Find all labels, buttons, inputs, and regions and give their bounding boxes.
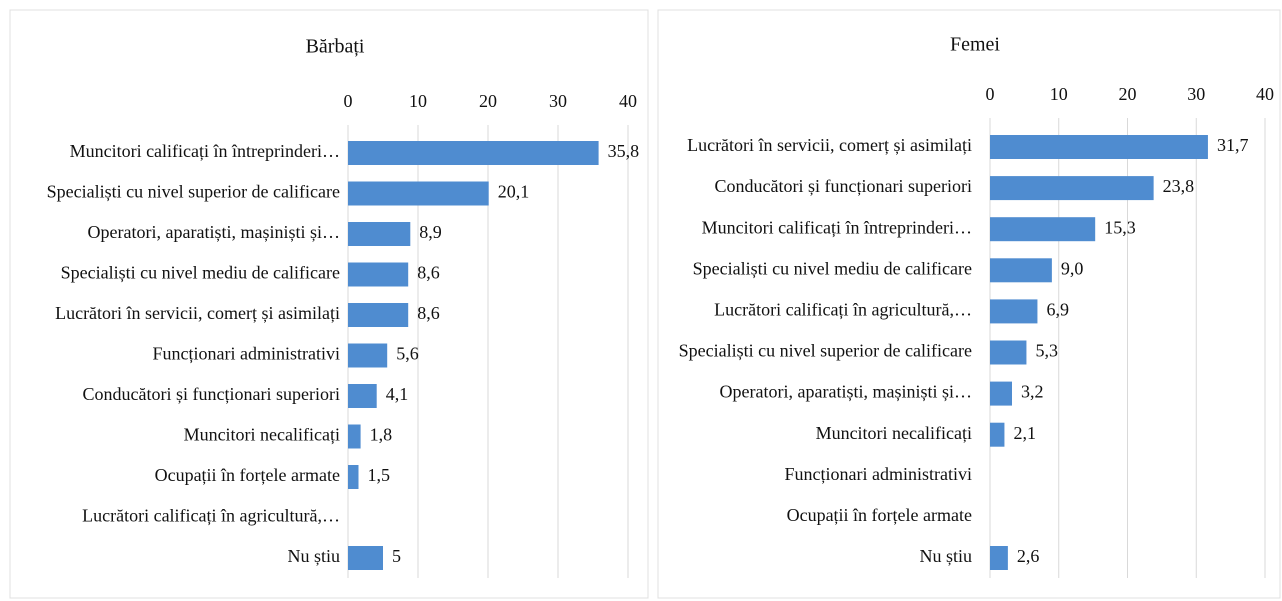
bar bbox=[348, 424, 361, 449]
y-tick-label: Operatori, aparatiști, mașiniști și… bbox=[720, 382, 972, 402]
data-label: 23,8 bbox=[1163, 176, 1195, 196]
data-label: 20,1 bbox=[498, 182, 530, 202]
y-tick-label: Lucrători calificați în agricultură,… bbox=[82, 506, 340, 526]
panel-border bbox=[657, 9, 1281, 599]
data-label: 8,6 bbox=[417, 263, 440, 283]
bar bbox=[990, 340, 1027, 365]
bar bbox=[990, 299, 1038, 324]
x-tick-label: 10 bbox=[1050, 84, 1068, 104]
y-tick-label: Operatori, aparatiști, mașiniști și… bbox=[88, 222, 340, 242]
bar bbox=[348, 181, 489, 206]
bar bbox=[990, 176, 1154, 201]
bar bbox=[990, 381, 1012, 406]
data-label: 3,2 bbox=[1021, 382, 1044, 402]
y-tick-label: Muncitori calificați în întreprinderi… bbox=[702, 217, 972, 237]
data-label: 1,5 bbox=[368, 465, 391, 485]
data-label: 5,6 bbox=[396, 344, 419, 364]
data-label: 4,1 bbox=[386, 384, 409, 404]
bar bbox=[990, 135, 1208, 159]
y-tick-label: Lucrători în servicii, comerț și asimila… bbox=[687, 135, 972, 155]
x-tick-label: 40 bbox=[1256, 84, 1274, 104]
bar bbox=[990, 258, 1052, 283]
data-label: 2,1 bbox=[1013, 423, 1036, 443]
y-tick-label: Specialiști cu nivel mediu de calificare bbox=[693, 258, 972, 278]
bar bbox=[990, 422, 1005, 447]
data-label: 15,3 bbox=[1104, 217, 1136, 237]
data-label: 5,3 bbox=[1035, 341, 1058, 361]
data-label: 31,7 bbox=[1217, 135, 1249, 155]
bar bbox=[990, 546, 1008, 570]
data-label: 2,6 bbox=[1017, 546, 1040, 566]
data-label: 35,8 bbox=[608, 141, 640, 161]
data-label: 9,0 bbox=[1061, 258, 1084, 278]
bar bbox=[348, 343, 388, 368]
y-tick-label: Conducători și funcționari superiori bbox=[715, 176, 972, 196]
bar bbox=[348, 303, 409, 327]
y-tick-label: Specialiști cu nivel superior de calific… bbox=[679, 341, 972, 361]
y-tick-label: Nu știu bbox=[919, 546, 972, 566]
data-label: 5 bbox=[392, 546, 401, 566]
bar bbox=[348, 465, 359, 489]
y-tick-label: Ocupații în forțele armate bbox=[155, 465, 340, 485]
chart-title: Femei bbox=[950, 34, 1000, 56]
x-tick-label: 40 bbox=[619, 91, 637, 111]
x-tick-label: 30 bbox=[549, 91, 567, 111]
y-tick-label: Funcționari administrativi bbox=[785, 464, 972, 484]
bar bbox=[348, 222, 411, 246]
y-tick-label: Specialiști cu nivel mediu de calificare bbox=[61, 263, 340, 283]
panel-border bbox=[9, 9, 649, 599]
y-tick-label: Specialiști cu nivel superior de calific… bbox=[47, 182, 340, 202]
bar bbox=[348, 384, 377, 408]
x-tick-label: 20 bbox=[1119, 84, 1137, 104]
data-label: 8,6 bbox=[417, 303, 440, 323]
y-tick-label: Conducători și funcționari superiori bbox=[83, 384, 340, 404]
x-tick-label: 0 bbox=[986, 84, 995, 104]
y-tick-label: Ocupații în forțele armate bbox=[787, 505, 972, 525]
data-label: 1,8 bbox=[370, 425, 393, 445]
y-tick-label: Funcționari administrativi bbox=[153, 344, 340, 364]
y-tick-label: Muncitori calificați în întreprinderi… bbox=[70, 141, 340, 161]
data-label: 8,9 bbox=[419, 222, 442, 242]
x-tick-label: 0 bbox=[344, 91, 353, 111]
data-label: 6,9 bbox=[1046, 300, 1069, 320]
bar bbox=[990, 217, 1096, 242]
y-tick-label: Lucrători calificați în agricultură,… bbox=[714, 300, 972, 320]
y-tick-label: Muncitori necalificați bbox=[184, 425, 340, 445]
y-tick-label: Muncitori necalificați bbox=[816, 423, 972, 443]
y-tick-label: Lucrători în servicii, comerț și asimila… bbox=[55, 303, 340, 323]
bar bbox=[348, 262, 409, 287]
bar bbox=[348, 546, 383, 570]
chart-title: Bărbați bbox=[306, 36, 365, 58]
x-tick-label: 30 bbox=[1187, 84, 1205, 104]
bar bbox=[348, 141, 599, 165]
y-tick-label: Nu știu bbox=[287, 546, 340, 566]
x-tick-label: 20 bbox=[479, 91, 497, 111]
x-tick-label: 10 bbox=[409, 91, 427, 111]
